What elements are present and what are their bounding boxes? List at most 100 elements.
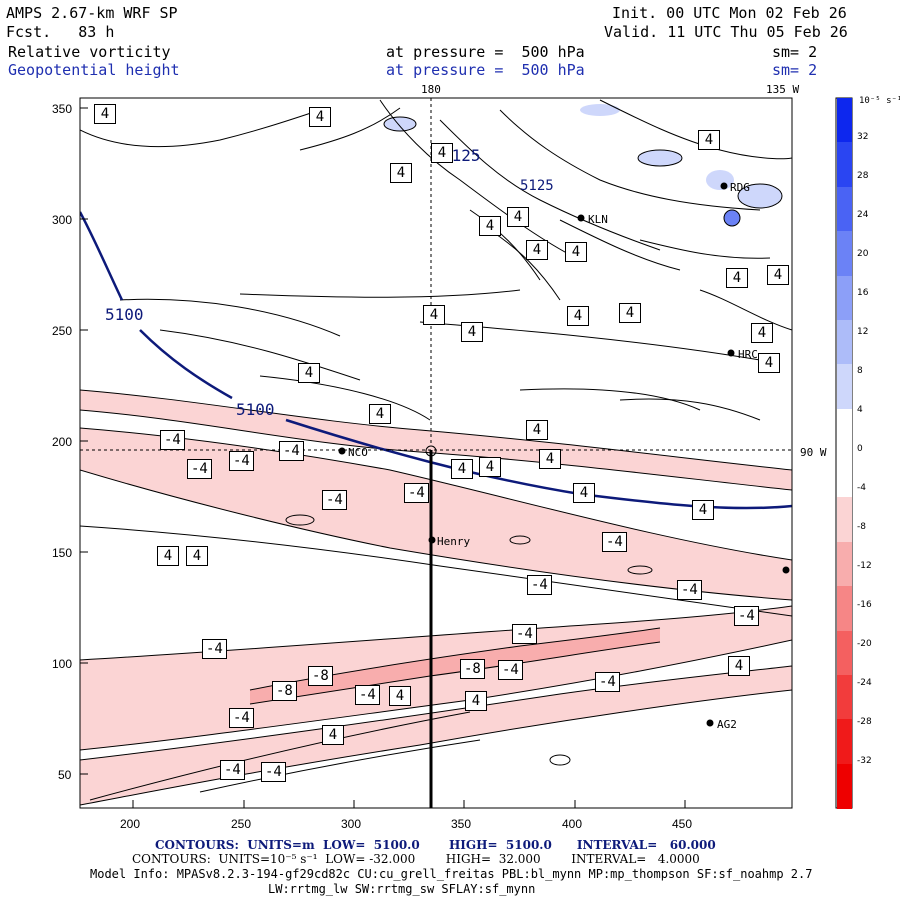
height-label: 5125 xyxy=(520,178,554,194)
colorbar-segment xyxy=(837,408,852,454)
vorticity-label-positive: 4 xyxy=(479,457,501,477)
vorticity-contour xyxy=(80,665,792,761)
plot-frame xyxy=(79,97,793,809)
vorticity-label-negative: -8 xyxy=(460,659,485,679)
colorbar-label: -4 xyxy=(857,483,866,493)
vorticity-contour xyxy=(619,398,761,421)
vorticity-contour xyxy=(89,711,471,801)
vorticity-label-positive: 4 xyxy=(465,691,487,711)
x-tick-label: 400 xyxy=(562,817,583,831)
vorticity-contour xyxy=(439,119,661,251)
lon-label-90w: 90 W xyxy=(800,446,827,459)
neg-vorticity-core xyxy=(250,628,660,704)
vorticity-shading xyxy=(80,104,792,805)
vorticity-label-positive: 4 xyxy=(692,500,714,520)
vorticity-label-negative: -4 xyxy=(187,459,212,479)
vorticity-contour xyxy=(383,116,417,132)
vorticity-contour xyxy=(259,375,431,421)
vorticity-contour xyxy=(80,389,792,471)
pos-vorticity-patch xyxy=(384,117,416,131)
vorticity-label-positive: 4 xyxy=(526,240,548,260)
station-label-kln: KLN xyxy=(588,213,608,226)
vorticity-label-negative: -4 xyxy=(404,483,429,503)
colorbar-segment xyxy=(837,142,852,188)
init-time: Init. 00 UTC Mon 02 Feb 26 xyxy=(612,4,847,22)
station-label-rdg: RDG xyxy=(730,181,750,194)
vorticity-label-positive: 4 xyxy=(507,207,529,227)
colorbar-segment xyxy=(837,364,852,410)
y-tick-label: 100 xyxy=(52,657,73,671)
colorbar-label: -32 xyxy=(857,756,872,766)
station-label-henry: Henry xyxy=(437,535,471,548)
colorbar-segment xyxy=(837,98,852,143)
vorticity-contour xyxy=(559,219,681,271)
valid-time: Valid. 11 UTC Thu 05 Feb 26 xyxy=(604,23,848,41)
neg-vorticity-band xyxy=(80,428,792,600)
vorticity-label-negative: -4 xyxy=(279,441,304,461)
vorticity-label-negative: -4 xyxy=(734,606,759,626)
model-title: AMPS 2.67-km WRF SP xyxy=(6,4,178,22)
colorbar-segment xyxy=(837,630,852,676)
vorticity-label-negative: -4 xyxy=(355,685,380,705)
vorticity-contour xyxy=(80,469,792,601)
vorticity-label-positive: 4 xyxy=(726,268,748,288)
vorticity-label-positive: 4 xyxy=(751,323,773,343)
vorticity-label-negative: -4 xyxy=(512,624,537,644)
vorticity-contour xyxy=(519,388,701,411)
vorticity-contour xyxy=(199,739,481,793)
y-tick-label: 250 xyxy=(52,324,73,338)
colorbar-label: 8 xyxy=(857,366,863,376)
vorticity-label-positive: 4 xyxy=(309,107,331,127)
vorticity-label-positive: 4 xyxy=(767,265,789,285)
vorticity-contour xyxy=(419,321,761,361)
vorticity-contour xyxy=(499,109,761,211)
vorticity-contour xyxy=(80,427,792,561)
colorbar-segment xyxy=(837,586,852,631)
colorbar-segment xyxy=(837,541,852,587)
axis-ticks xyxy=(80,107,686,808)
model-info: Model Info: MPASv8.2.3-194-gf29cd82c CU:… xyxy=(90,867,813,881)
neg-vorticity-band xyxy=(80,390,792,490)
vorticity-label-negative: -8 xyxy=(272,681,297,701)
vorticity-label-positive: 4 xyxy=(186,546,208,566)
vorticity-label-positive: 4 xyxy=(479,216,501,236)
colorbar-segment xyxy=(837,186,852,232)
y-tick-label: 50 xyxy=(58,768,72,782)
vorticity-label-negative: -4 xyxy=(677,580,702,600)
colorbar-label: -12 xyxy=(857,561,872,571)
lon-label-135w: 135 W xyxy=(766,83,800,96)
vorticity-contour xyxy=(80,109,321,148)
station-dot-hrc xyxy=(727,349,735,357)
vorticity-contour xyxy=(285,514,315,526)
height-contour-5100 xyxy=(80,211,124,301)
height-contour-5100 xyxy=(285,418,792,510)
colorbar-label: 32 xyxy=(857,132,869,142)
vorticity-contour xyxy=(239,289,521,298)
vorticity-label-positive: 4 xyxy=(322,725,344,745)
model-info-radiation: LW:rrtmg_lw SW:rrtmg_sw SFLAY:sf_mynn xyxy=(268,882,536,896)
vorticity-contour xyxy=(639,239,771,259)
vorticity-contour xyxy=(599,99,792,160)
colorbar-segment xyxy=(837,763,852,809)
field2-smoothing: sm= 2 xyxy=(772,61,818,79)
station-dot-rdg xyxy=(720,182,728,190)
colorbar-unit: 10⁻⁵ s⁻¹ xyxy=(859,96,900,106)
station-dot-nco xyxy=(338,447,346,455)
pole-marker xyxy=(425,445,437,457)
field1-smoothing: sm= 2 xyxy=(772,43,818,61)
x-tick-label: 250 xyxy=(231,817,252,831)
vorticity-label-positive: 4 xyxy=(539,449,561,469)
vorticity-label-positive: 4 xyxy=(423,305,445,325)
vorticity-label-positive: 4 xyxy=(431,143,453,163)
contours-vorticity-info: CONTOURS: UNITS=10⁻⁵ s⁻¹ LOW= -32.000 HI… xyxy=(132,852,700,866)
vorticity-contour xyxy=(627,565,653,575)
colorbar-label: -20 xyxy=(857,639,872,649)
station-label-nco: NCO xyxy=(348,446,368,459)
colorbar-segment xyxy=(837,275,852,321)
station-label-ag2: AG2 xyxy=(717,718,737,731)
x-tick-label: 300 xyxy=(341,817,362,831)
vorticity-label-negative: -4 xyxy=(160,430,185,450)
station-markers xyxy=(338,182,790,727)
vorticity-label-positive: 4 xyxy=(389,686,411,706)
station-dot-ag2 xyxy=(706,719,714,727)
